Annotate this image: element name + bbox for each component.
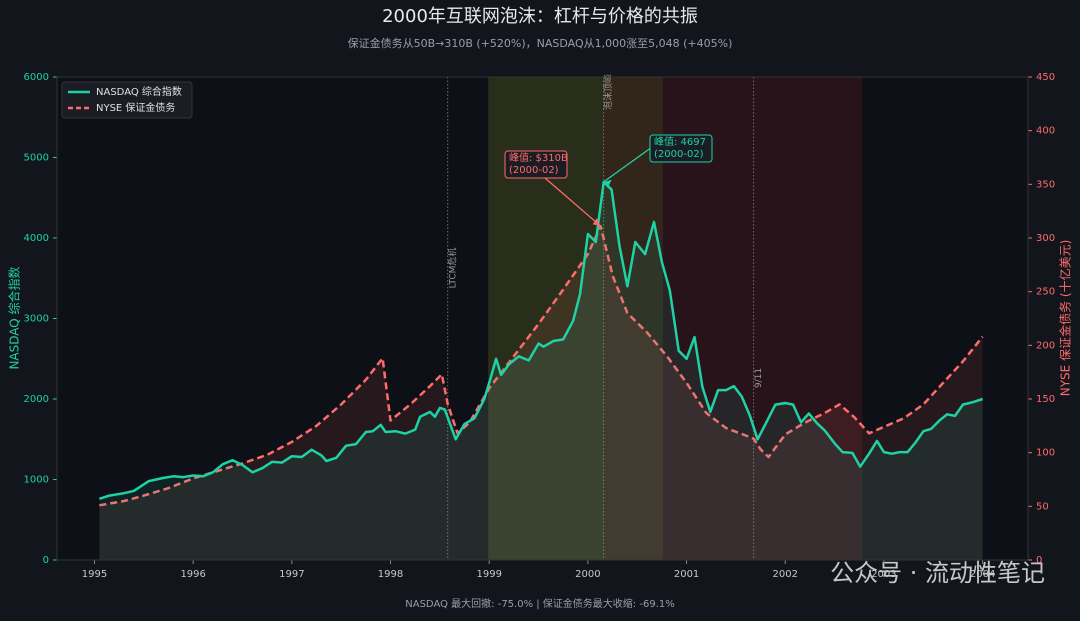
x-tick-label: 1996 xyxy=(180,569,205,580)
y2-tick-label: 350 xyxy=(1036,179,1055,190)
x-tick-label: 2004 xyxy=(970,569,995,580)
annotation-arrowhead xyxy=(603,179,612,188)
y2-tick-label: 300 xyxy=(1036,233,1055,244)
x-tick-label: 1997 xyxy=(279,569,304,580)
y-tick-label: 3000 xyxy=(24,314,49,325)
x-tick-label: 2000 xyxy=(575,569,600,580)
series-area xyxy=(99,181,983,560)
annotation-text: 峰值: 4697 xyxy=(654,135,706,148)
y-tick-label: 0 xyxy=(43,555,49,566)
y2-tick-label: 50 xyxy=(1036,501,1049,512)
y2-axis-label: NYSE 保证金债务 (十亿美元) xyxy=(1058,240,1073,397)
x-tick-label: 1998 xyxy=(378,569,403,580)
event-label: 泡沫顶峰 xyxy=(602,74,614,110)
annotation-text: (2000-02) xyxy=(509,165,559,176)
x-tick-label: 2001 xyxy=(674,569,699,580)
y2-tick-label: 200 xyxy=(1036,340,1055,351)
footer: NASDAQ 最大回撤: -75.0% | 保证金债务最大收缩: -69.1% xyxy=(405,597,674,610)
y2-tick-label: 400 xyxy=(1036,126,1055,137)
y2-tick-label: 250 xyxy=(1036,287,1055,298)
series-line xyxy=(99,180,983,500)
annotation-arrow xyxy=(544,177,602,227)
y-tick-label: 5000 xyxy=(24,153,49,164)
annotation-text: 峰值: $310B xyxy=(509,151,568,164)
annotation-box xyxy=(504,150,568,179)
plot-frame xyxy=(56,76,1029,561)
y2-tick-label: 0 xyxy=(1036,555,1042,566)
y-tick-label: 1000 xyxy=(24,475,49,486)
y-tick-label: 4000 xyxy=(24,233,49,244)
annotation-box xyxy=(649,134,713,163)
annotation-text: (2000-02) xyxy=(654,149,704,160)
y-tick-label: 6000 xyxy=(24,72,49,83)
y2-tick-label: 150 xyxy=(1036,394,1055,405)
series-area xyxy=(99,226,983,560)
event-label: 9/11 xyxy=(754,368,764,388)
legend-label: NASDAQ 综合指数 xyxy=(96,85,182,98)
y-axis-label: NASDAQ 综合指数 xyxy=(7,266,22,369)
legend-box xyxy=(61,81,193,119)
event-label: LTCM危机 xyxy=(446,248,458,289)
y2-tick-label: 450 xyxy=(1036,72,1055,83)
annotation-arrowhead xyxy=(592,218,601,227)
chart-subtitle: 保证金债务从50B→310B (+520%)，NASDAQ从1,000涨至5,0… xyxy=(348,36,733,50)
x-tick-label: 1999 xyxy=(476,569,501,580)
legend: NASDAQ 综合指数 NYSE 保证金债务 xyxy=(61,81,193,119)
series-line xyxy=(99,224,984,507)
chart-title: 2000年互联网泡沫：杠杆与价格的共振 xyxy=(382,6,698,27)
x-tick-label: 2003 xyxy=(871,569,896,580)
y-tick-label: 2000 xyxy=(24,394,49,405)
y2-tick-label: 100 xyxy=(1036,448,1055,459)
x-tick-label: 2002 xyxy=(773,569,798,580)
legend-label: NYSE 保证金债务 xyxy=(96,101,175,114)
watermark: 公众号 · 流动性笔记 xyxy=(830,559,1045,587)
annotation-arrow xyxy=(603,147,651,183)
x-tick-label: 1995 xyxy=(82,569,107,580)
